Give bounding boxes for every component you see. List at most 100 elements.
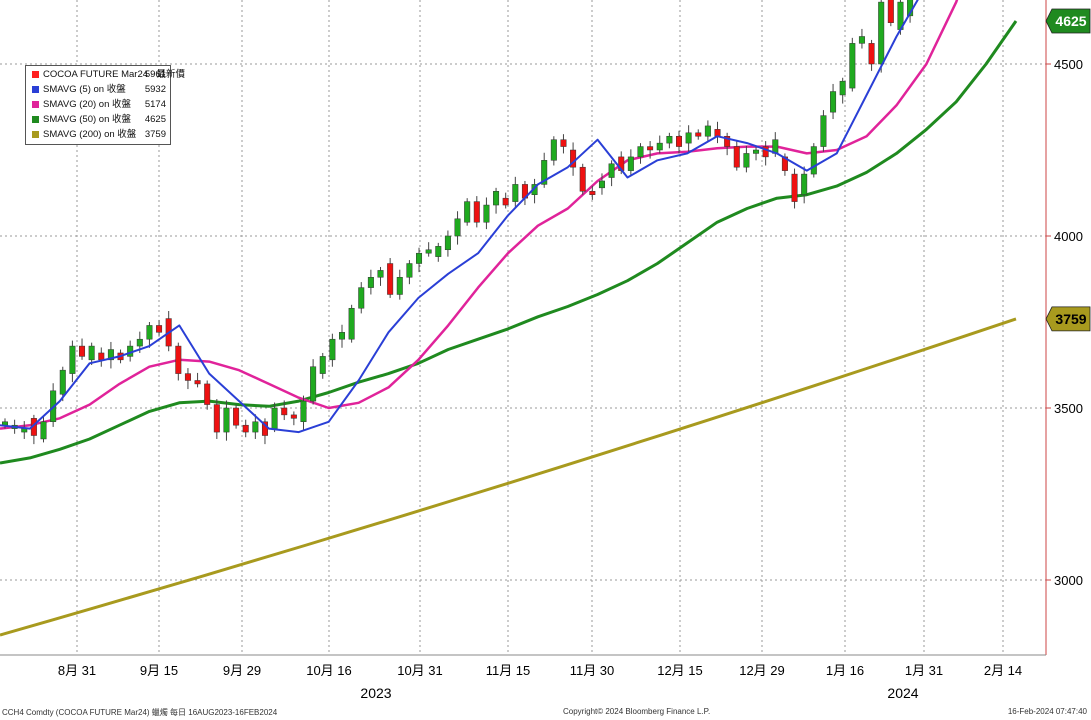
candle-body bbox=[136, 338, 143, 347]
candle-body bbox=[907, 0, 914, 17]
y-tick-label: 3500 bbox=[1054, 401, 1083, 416]
candle-body bbox=[685, 132, 692, 144]
candle-body bbox=[801, 173, 808, 195]
x-tick-label: 10月 16 bbox=[306, 663, 352, 678]
candle-body bbox=[704, 125, 711, 137]
legend-value: 5932 bbox=[144, 84, 166, 95]
candle-body bbox=[194, 380, 201, 385]
candle-body bbox=[416, 252, 423, 264]
footer-center: Copyright© 2024 Bloomberg Finance L.P. bbox=[563, 707, 711, 716]
sma-200-line bbox=[0, 317, 1017, 637]
candle-body bbox=[830, 91, 837, 113]
candle-body bbox=[367, 277, 374, 288]
candle-body bbox=[714, 129, 721, 137]
candle-body bbox=[425, 249, 432, 254]
candle-body bbox=[743, 153, 750, 168]
candle-body bbox=[695, 132, 702, 137]
candle-body bbox=[348, 307, 355, 340]
legend-swatch bbox=[32, 101, 39, 108]
candle-body bbox=[464, 201, 471, 223]
candle-body bbox=[647, 146, 654, 151]
candle-body bbox=[560, 139, 567, 147]
last-value-tag-text: 3759 bbox=[1055, 311, 1086, 327]
candle-body bbox=[300, 400, 307, 423]
candle-body bbox=[396, 277, 403, 295]
legend-value: 5174 bbox=[144, 99, 166, 110]
candle-body bbox=[339, 332, 345, 340]
candle-body bbox=[387, 263, 394, 295]
sma-5-line bbox=[0, 0, 919, 434]
candle-body bbox=[868, 43, 875, 65]
x-tick-label: 10月 31 bbox=[397, 663, 443, 678]
candle-body bbox=[512, 184, 519, 202]
candle-body bbox=[493, 191, 500, 206]
candle-body bbox=[252, 421, 259, 433]
candle-body bbox=[444, 235, 451, 251]
legend-row-sma20: SMAVG (20) on 收盤 5174 bbox=[26, 98, 170, 112]
footer-left: CCH4 Comdty (COCOA FUTURE Mar24) 蠟燭 每日 1… bbox=[2, 708, 278, 717]
y-tick-label: 4000 bbox=[1054, 229, 1083, 244]
candle-body bbox=[656, 142, 663, 151]
candle-body bbox=[146, 325, 153, 340]
x-tick-label: 11月 15 bbox=[486, 663, 531, 678]
candle-body bbox=[310, 366, 317, 402]
legend-swatch bbox=[32, 131, 39, 138]
candle-body bbox=[242, 424, 249, 433]
candle-body bbox=[358, 287, 365, 309]
candle-body bbox=[753, 149, 760, 154]
candle-body bbox=[724, 135, 731, 147]
x-tick-label: 9月 15 bbox=[140, 663, 178, 678]
legend-value: 5961 bbox=[144, 69, 166, 80]
year-label: 2024 bbox=[887, 685, 918, 701]
candle-body bbox=[184, 373, 191, 381]
candle-body bbox=[627, 156, 634, 171]
candle-body bbox=[550, 139, 557, 161]
candle-body bbox=[175, 345, 182, 374]
sma-200-series bbox=[0, 317, 1017, 637]
candle-body bbox=[204, 383, 211, 405]
legend-value: 4625 bbox=[144, 114, 166, 125]
last-value-tag-bg bbox=[1045, 8, 1091, 34]
candle-body bbox=[435, 246, 442, 257]
axes: 3000350040004500500055005961517446253759… bbox=[0, 0, 1091, 701]
candle-body bbox=[541, 160, 548, 185]
legend-name: SMAVG (50) on 收盤 bbox=[43, 114, 131, 125]
candle-body bbox=[271, 407, 278, 429]
candle-body bbox=[213, 404, 220, 433]
candle-body bbox=[762, 146, 769, 158]
x-tick-label: 11月 30 bbox=[570, 663, 615, 678]
candle-body bbox=[598, 180, 605, 189]
candle-body bbox=[733, 146, 740, 168]
candle-body bbox=[107, 349, 114, 361]
candle-body bbox=[820, 115, 827, 147]
candle-body bbox=[483, 204, 490, 223]
candle-body bbox=[79, 345, 86, 357]
candle-body bbox=[810, 146, 817, 175]
x-tick-label: 1月 16 bbox=[826, 663, 864, 678]
legend-row-sma5: SMAVG (5) on 收盤 5932 bbox=[26, 83, 170, 97]
candle-body bbox=[473, 201, 480, 223]
x-tick-label: 9月 29 bbox=[223, 663, 261, 678]
y-tick-label: 4500 bbox=[1054, 57, 1083, 72]
x-tick-label: 2月 14 bbox=[984, 663, 1022, 678]
candle-body bbox=[406, 263, 413, 278]
candle-body bbox=[329, 338, 336, 361]
candle-body bbox=[40, 421, 47, 440]
legend-name: COCOA FUTURE Mar24 - 最新價 bbox=[43, 69, 185, 80]
sma-50-series bbox=[0, 20, 1018, 465]
legend-name: SMAVG (5) on 收盤 bbox=[43, 84, 126, 95]
candle-body bbox=[589, 191, 596, 195]
legend-row-sma200: SMAVG (200) on 收盤 3759 bbox=[26, 128, 170, 142]
candle-body bbox=[858, 36, 865, 44]
x-tick-label: 8月 31 bbox=[58, 663, 96, 678]
candle-body bbox=[608, 163, 615, 178]
y-tick-label: 3000 bbox=[1054, 573, 1083, 588]
candle-body bbox=[319, 356, 326, 374]
sma-5-series bbox=[0, 0, 919, 434]
candle-body bbox=[223, 407, 230, 433]
candle-body bbox=[69, 345, 76, 374]
candle-body bbox=[676, 135, 682, 147]
candle-body bbox=[637, 146, 644, 158]
candle-body bbox=[233, 407, 240, 426]
